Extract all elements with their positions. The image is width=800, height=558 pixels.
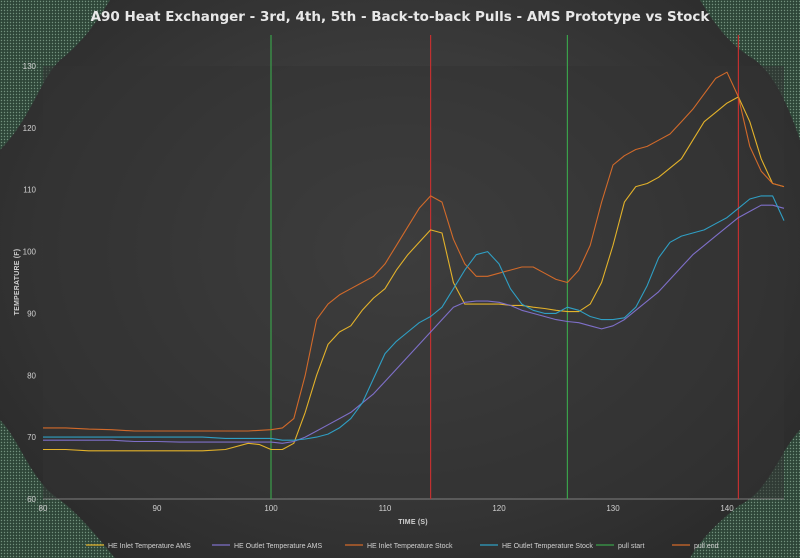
y-tick-label: 80 xyxy=(27,371,36,380)
decor-corner-bottom-left xyxy=(0,420,115,558)
legend-item: HE Inlet Temperature Stock xyxy=(367,543,453,550)
y-tick-label: 60 xyxy=(27,495,36,504)
x-tick-label: 100 xyxy=(264,504,278,513)
y-tick-label: 70 xyxy=(27,433,36,442)
x-tick-label: 120 xyxy=(492,504,506,513)
y-tick-label: 90 xyxy=(27,309,36,318)
pull-markers xyxy=(270,35,740,499)
y-tick-label: 120 xyxy=(23,124,37,133)
decor-corner-top-right xyxy=(700,0,800,140)
legend-item: HE Outlet Temperature AMS xyxy=(234,543,323,550)
series-line xyxy=(43,195,785,441)
legend-item: pull start xyxy=(618,543,645,550)
x-tick-label: 80 xyxy=(39,504,48,513)
y-axis: 60 70 80 90 100 110 120 130 xyxy=(23,62,37,504)
legend-item: HE Inlet Temperature AMS xyxy=(108,543,191,550)
series-line xyxy=(43,204,785,444)
x-axis-label: TIME (S) xyxy=(398,519,428,526)
legend-item: HE Outlet Temperature Stock xyxy=(502,543,593,550)
chart-title: A90 Heat Exchanger - 3rd, 4th, 5th - Bac… xyxy=(91,9,711,25)
x-tick-label: 140 xyxy=(720,504,734,513)
legend: HE Inlet Temperature AMS HE Outlet Temper… xyxy=(86,543,719,550)
series-line xyxy=(43,71,785,432)
decor-corner-bottom-right xyxy=(690,430,800,558)
y-tick-label: 110 xyxy=(23,186,36,195)
y-tick-label: 130 xyxy=(23,62,37,71)
decor-corner-top-left xyxy=(0,0,110,150)
y-tick-label: 100 xyxy=(23,248,37,257)
series-line xyxy=(43,96,785,452)
series-lines xyxy=(43,71,785,452)
legend-item: pull end xyxy=(694,543,719,550)
y-axis-label: TEMPERATURE (F) xyxy=(14,249,21,316)
x-tick-label: 110 xyxy=(379,504,392,513)
x-axis: 80 90 100 110 120 130 140 xyxy=(39,504,735,513)
plot-area xyxy=(43,66,784,499)
x-tick-label: 90 xyxy=(153,504,162,513)
x-tick-label: 130 xyxy=(606,504,620,513)
